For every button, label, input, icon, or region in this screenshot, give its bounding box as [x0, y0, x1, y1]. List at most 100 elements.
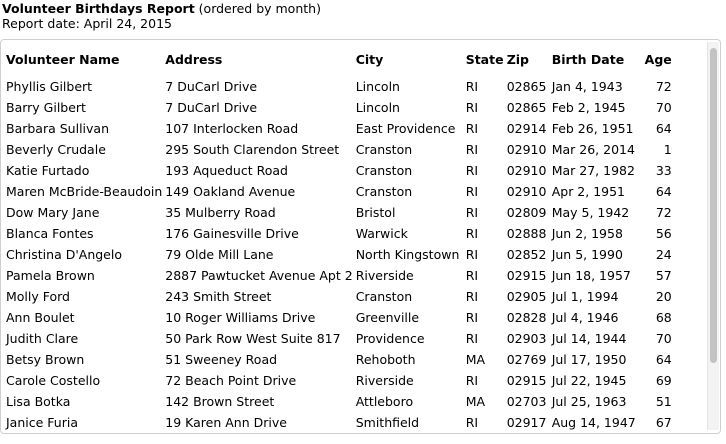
- cell-state: RI: [465, 205, 479, 220]
- cell-age: 33: [655, 163, 672, 178]
- cell-address: 35 Mulberry Road: [165, 205, 276, 220]
- cell-city: Cranston: [355, 163, 413, 178]
- cell-state: RI: [465, 310, 479, 325]
- cell-zip: 02865: [506, 100, 547, 115]
- cell-zip: 02865: [506, 79, 547, 94]
- cell-zip: 02915: [506, 268, 547, 283]
- cell-zip: 02914: [506, 121, 547, 136]
- cell-city: Rehoboth: [355, 352, 416, 367]
- column-header-volunteer-name: Volunteer Name: [6, 51, 120, 67]
- cell-age: 20: [655, 289, 672, 304]
- cell-address: 193 Aqueduct Road: [165, 163, 288, 178]
- table-row: Carole Costello 72 Beach Point Drive River…: [3, 370, 676, 391]
- cell-zip: 02905: [506, 289, 547, 304]
- cell-state: RI: [465, 415, 479, 430]
- table-row: Maren McBride-Beaudoin 149 Oakland Avenue…: [3, 181, 676, 202]
- column-header-state: State: [465, 51, 504, 67]
- column-header-city: City: [355, 51, 384, 67]
- cell-age: 64: [655, 352, 672, 367]
- cell-state: RI: [465, 79, 479, 94]
- cell-city: Riverside: [355, 268, 414, 283]
- cell-birth-date: Jun 5, 1990: [551, 247, 623, 262]
- table-body: Phyllis Gilbert 7 DuCarl Drive Lincoln RI 02…: [3, 76, 676, 433]
- cell-address: 51 Sweeney Road: [165, 352, 278, 367]
- report-date: Report date: April 24, 2015: [2, 16, 172, 31]
- cell-city: East Providence: [355, 121, 456, 136]
- report-title: Volunteer Birthdays Report: [2, 1, 195, 16]
- cell-zip: 02828: [506, 310, 547, 325]
- cell-volunteer-name: Phyllis Gilbert: [6, 79, 93, 94]
- cell-birth-date: Jul 17, 1950: [551, 352, 627, 367]
- cell-volunteer-name: Janice Furia: [6, 415, 78, 430]
- cell-zip: 02910: [506, 184, 547, 199]
- cell-volunteer-name: Pamela Brown: [6, 268, 95, 283]
- cell-zip: 02852: [506, 247, 547, 262]
- birthdays-table: Volunteer Name Address City State Zip Bi…: [3, 40, 676, 433]
- cell-city: Riverside: [355, 373, 414, 388]
- cell-city: Cranston: [355, 142, 413, 157]
- table-row: Beverly Crudale 295 South Clarendon Stree…: [3, 139, 676, 160]
- cell-city: Lincoln: [355, 100, 400, 115]
- cell-address: 7 DuCarl Drive: [165, 100, 258, 115]
- cell-state: RI: [465, 100, 479, 115]
- cell-age: 72: [655, 79, 672, 94]
- cell-zip: 02903: [506, 331, 547, 346]
- cell-volunteer-name: Christina D'Angelo: [6, 247, 122, 262]
- cell-state: RI: [465, 289, 479, 304]
- cell-address: 149 Oakland Avenue: [165, 184, 296, 199]
- cell-age: 68: [655, 310, 672, 325]
- cell-birth-date: Feb 26, 1951: [551, 121, 634, 136]
- cell-city: Smithfield: [355, 415, 420, 430]
- report-header: Volunteer Birthdays Report (ordered by m…: [2, 1, 321, 31]
- cell-address: 176 Gainesville Drive: [165, 226, 299, 241]
- cell-age: 64: [655, 184, 672, 199]
- cell-volunteer-name: Blanca Fontes: [6, 226, 94, 241]
- cell-city: Cranston: [355, 289, 413, 304]
- cell-address: 2887 Pawtucket Avenue Apt 2: [165, 268, 353, 283]
- cell-volunteer-name: Betsy Brown: [6, 352, 85, 367]
- table-row: Barbara Sullivan 107 Interlocken Road East…: [3, 118, 676, 139]
- cell-age: 51: [655, 394, 672, 409]
- cell-age: 70: [655, 100, 672, 115]
- cell-birth-date: Jul 14, 1944: [551, 331, 627, 346]
- cell-birth-date: Jul 1, 1994: [551, 289, 619, 304]
- cell-birth-date: Jul 25, 1963: [551, 394, 627, 409]
- cell-volunteer-name: Katie Furtado: [6, 163, 90, 178]
- cell-age: 56: [655, 226, 672, 241]
- table-row: Molly Ford 243 Smith Street Cranston RI 0290…: [3, 286, 676, 307]
- report-panel: Volunteer Name Address City State Zip Bi…: [0, 39, 721, 434]
- cell-state: RI: [465, 373, 479, 388]
- cell-state: RI: [465, 247, 479, 262]
- cell-birth-date: Feb 2, 1945: [551, 100, 626, 115]
- table-scroll-area[interactable]: Volunteer Name Address City State Zip Bi…: [3, 40, 703, 433]
- cell-birth-date: Apr 2, 1951: [551, 184, 626, 199]
- cell-address: 243 Smith Street: [165, 289, 272, 304]
- cell-age: 24: [655, 247, 672, 262]
- table-row: Lisa Botka 142 Brown Street Attleboro MA 027…: [3, 391, 676, 412]
- cell-city: Attleboro: [355, 394, 414, 409]
- cell-birth-date: Aug 14, 1947: [551, 415, 636, 430]
- cell-address: 79 Olde Mill Lane: [165, 247, 274, 262]
- table-row: Dow Mary Jane 35 Mulberry Road Bristol RI 02…: [3, 202, 676, 223]
- cell-zip: 02917: [506, 415, 547, 430]
- cell-address: 10 Roger Williams Drive: [165, 310, 316, 325]
- cell-state: MA: [465, 394, 486, 409]
- cell-city: Bristol: [355, 205, 396, 220]
- cell-state: RI: [465, 121, 479, 136]
- cell-address: 7 DuCarl Drive: [165, 79, 258, 94]
- scrollbar-thumb[interactable]: [710, 48, 717, 363]
- cell-city: Warwick: [355, 226, 408, 241]
- cell-state: MA: [465, 352, 486, 367]
- cell-volunteer-name: Molly Ford: [6, 289, 70, 304]
- cell-volunteer-name: Judith Clare: [6, 331, 79, 346]
- cell-city: Lincoln: [355, 79, 400, 94]
- column-header-birth-date: Birth Date: [551, 51, 625, 67]
- table-row: Ann Boulet 10 Roger Williams Drive Greenvi…: [3, 307, 676, 328]
- cell-state: RI: [465, 142, 479, 157]
- cell-volunteer-name: Lisa Botka: [6, 394, 71, 409]
- report-subtitle: (ordered by month): [198, 1, 321, 16]
- cell-birth-date: Jan 4, 1943: [551, 79, 623, 94]
- vertical-scrollbar[interactable]: [707, 42, 719, 430]
- cell-age: 1: [663, 142, 672, 157]
